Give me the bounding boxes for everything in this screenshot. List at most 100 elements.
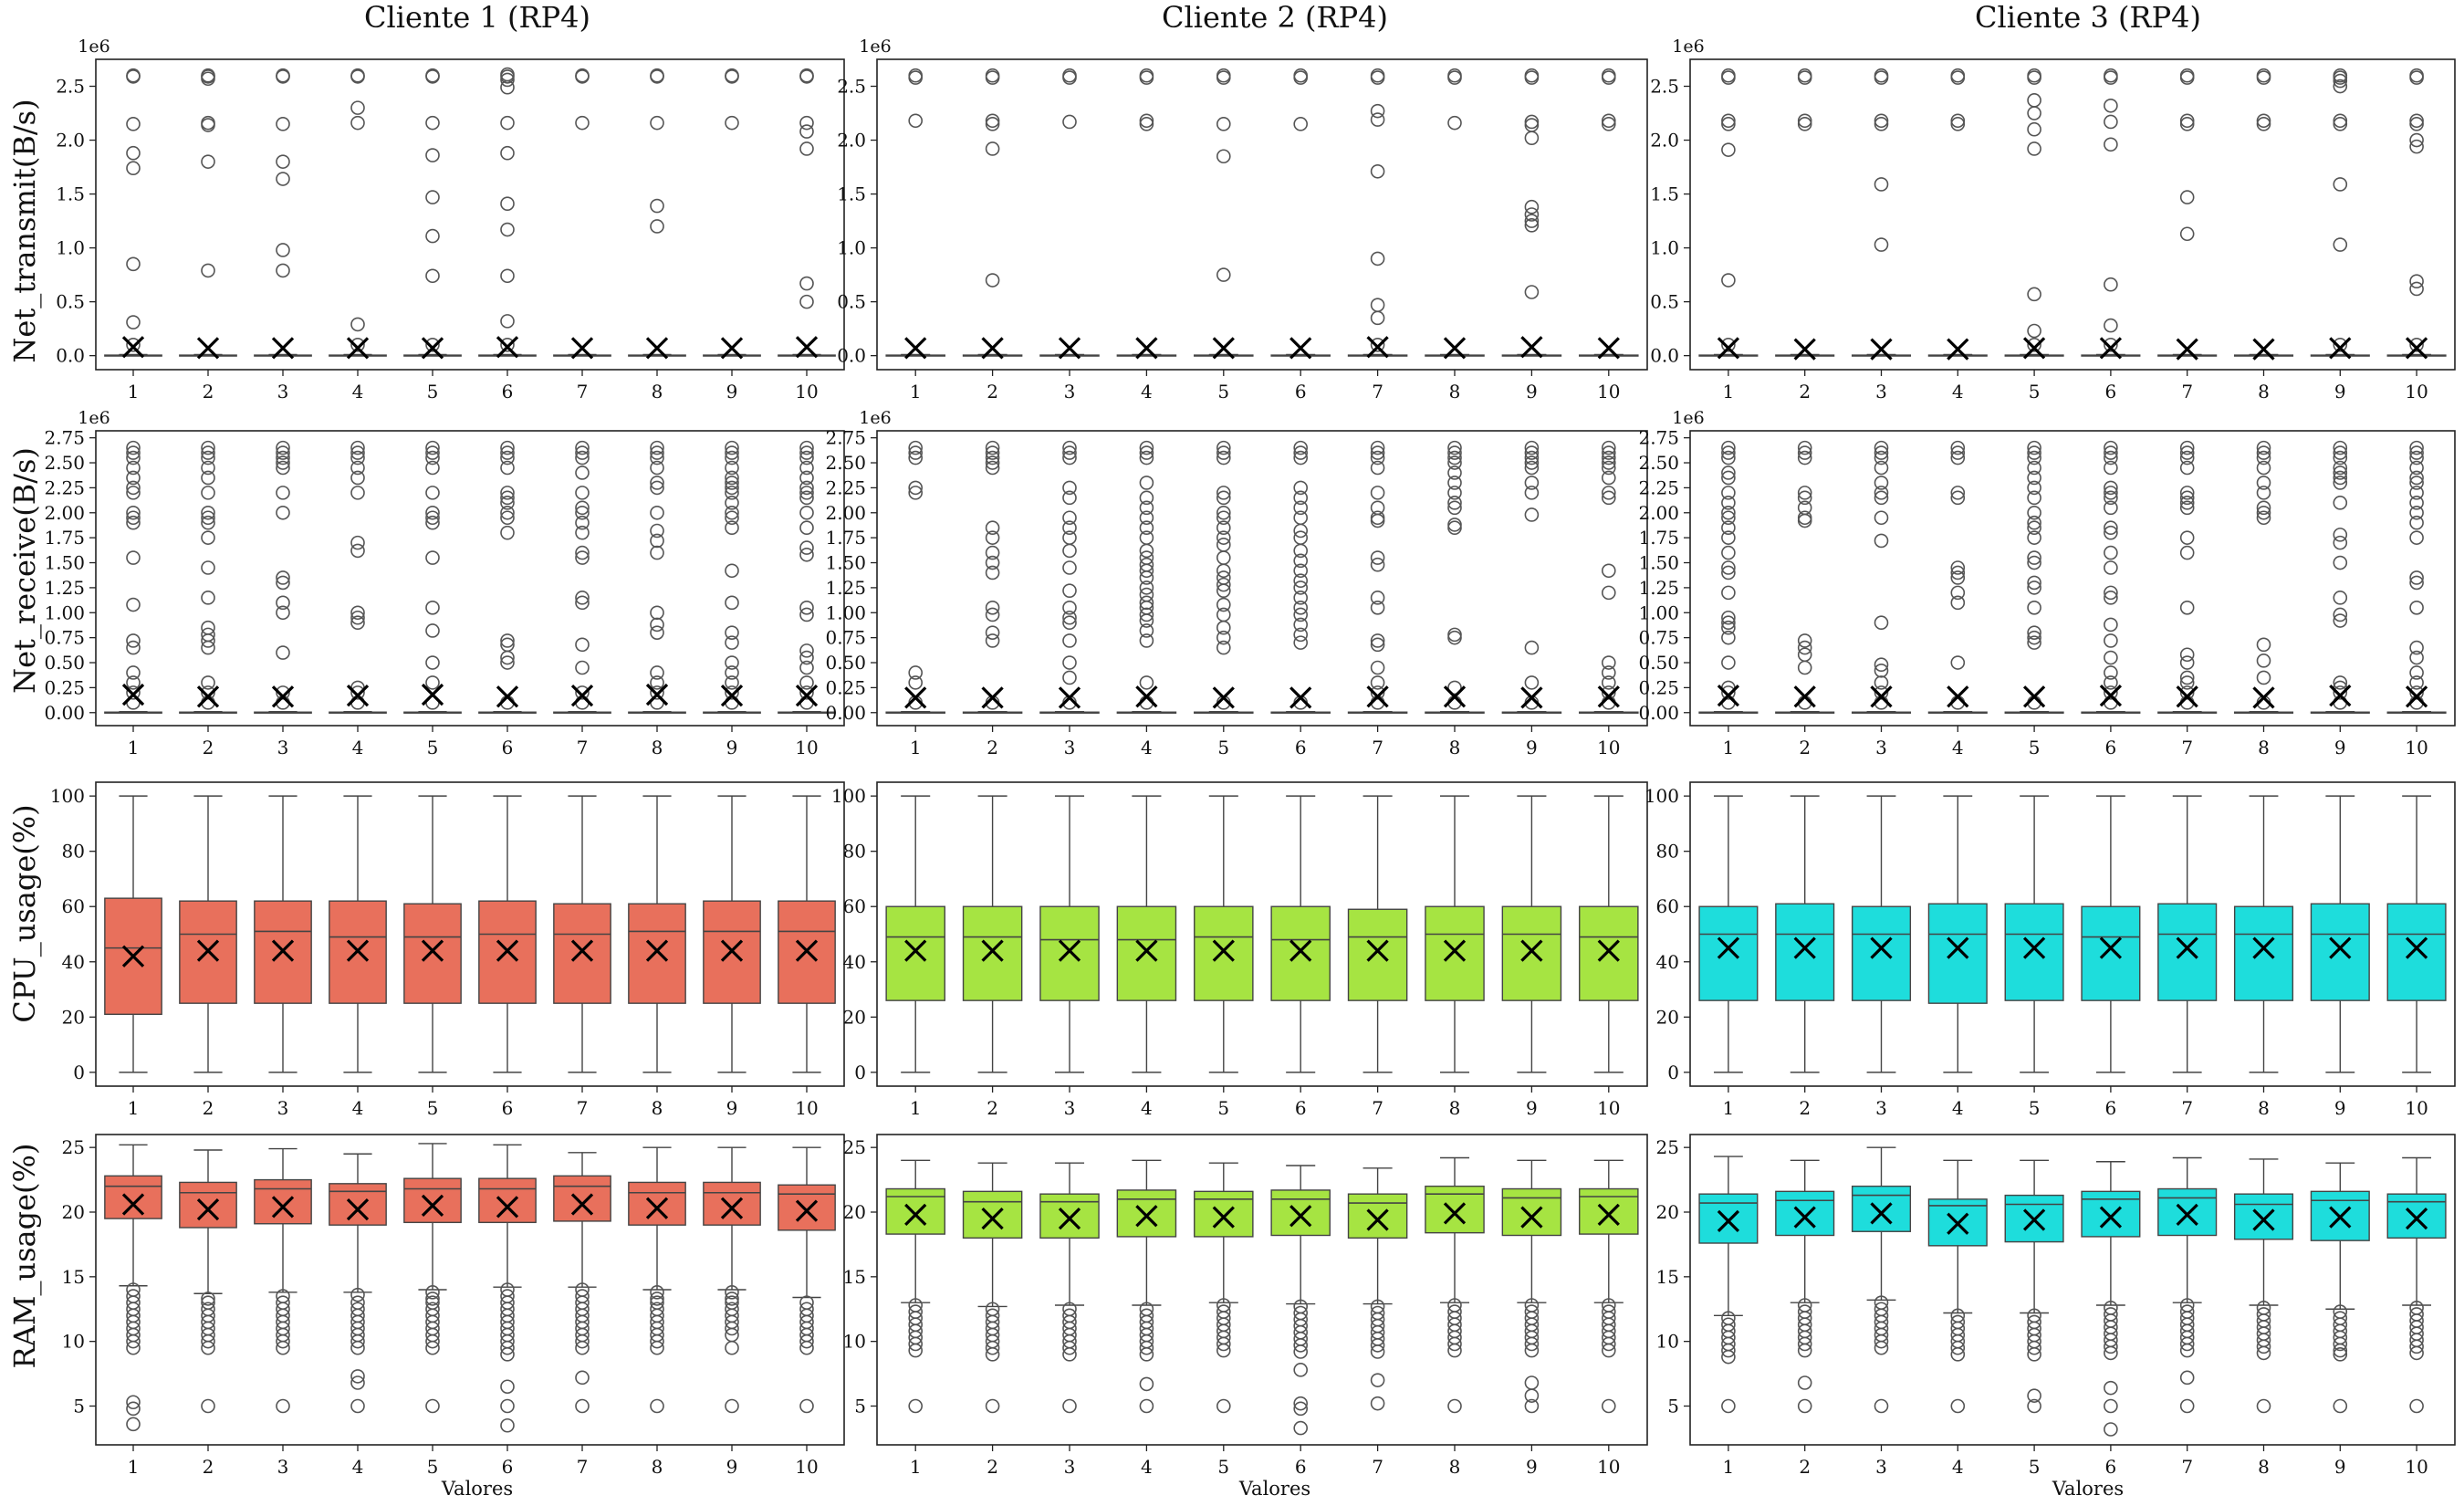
outlier-point xyxy=(2179,675,2195,690)
iqr-box xyxy=(628,903,686,1004)
outlier-point xyxy=(126,675,141,690)
x-tick-label: 5 xyxy=(2029,1456,2041,1478)
outlier-point xyxy=(2256,500,2271,516)
outlier-point xyxy=(725,445,739,460)
y-tick-label: 2.25 xyxy=(44,476,85,498)
x-tick-label: 6 xyxy=(502,737,514,758)
outlier-point xyxy=(201,1340,215,1355)
outlier-point xyxy=(2104,520,2118,536)
mean-marker xyxy=(1135,337,1158,360)
x-tick-label: 4 xyxy=(1141,1097,1153,1119)
outlier-point xyxy=(575,660,590,675)
outlier-point xyxy=(276,440,290,455)
outlier-point xyxy=(2179,113,2195,129)
outlier-point xyxy=(799,1398,814,1414)
outlier-point xyxy=(1721,545,1736,560)
mean-marker xyxy=(645,1197,669,1219)
outlier-point xyxy=(500,486,515,500)
box-3 xyxy=(1851,1146,1912,1414)
y-tick-label: 0.75 xyxy=(825,627,866,649)
box-5 xyxy=(403,795,462,1073)
mean-marker xyxy=(2176,685,2198,708)
x-tick-label: 3 xyxy=(1064,1097,1076,1119)
x-tick-label: 3 xyxy=(277,1097,289,1119)
outlier-point xyxy=(1602,585,1616,601)
mean-marker xyxy=(1366,685,1389,708)
outlier-point xyxy=(350,610,365,625)
row-ylabel-3: CPU_usage(%) xyxy=(7,804,42,1022)
outlier-point xyxy=(1721,1349,1736,1365)
outlier-point xyxy=(276,1340,290,1355)
mean-marker xyxy=(904,939,927,962)
outlier-point xyxy=(799,124,814,139)
mean-marker xyxy=(421,683,444,706)
y-tick-label: 0 xyxy=(854,1062,866,1083)
outlier-point xyxy=(1370,600,1385,615)
outlier-point xyxy=(650,480,664,496)
x-tick-label: 5 xyxy=(427,737,439,758)
outlier-point xyxy=(1293,1401,1308,1417)
outlier-point xyxy=(2256,450,2271,465)
outlier-point xyxy=(1216,640,1231,655)
box-2 xyxy=(179,68,237,360)
outlier-point xyxy=(1216,486,1231,500)
outlier-point xyxy=(201,450,215,465)
panel-r2-c2: 0.00 0.250.50 0.75 1.001.25 1.50 1.75 2.00 2.25… xyxy=(825,408,1648,758)
outlier-point xyxy=(2179,530,2195,545)
mean-marker xyxy=(720,939,744,962)
outlier-point xyxy=(126,1401,141,1417)
outlier-point xyxy=(1370,103,1385,119)
outlier-point xyxy=(1721,565,1736,580)
outlier-point xyxy=(985,520,1000,536)
iqr-box xyxy=(2233,905,2294,1001)
axes-frame xyxy=(876,430,1648,727)
outlier-point xyxy=(1874,177,1889,192)
outlier-point xyxy=(1721,505,1736,520)
iqr-box xyxy=(553,1175,611,1222)
outlier-point xyxy=(799,1333,814,1349)
outlier-point xyxy=(500,1398,515,1414)
y-tick-label: 2.75 xyxy=(825,427,866,449)
iqr-box xyxy=(329,1183,387,1226)
outlier-point xyxy=(276,243,290,257)
iqr-box xyxy=(778,1184,836,1231)
outlier-point xyxy=(1797,640,1812,655)
outlier-point xyxy=(425,460,440,476)
outlier-point xyxy=(350,1333,365,1349)
outlier-point xyxy=(725,595,739,611)
mean-marker xyxy=(2022,936,2046,959)
panel-r3-c1: 0 20 40 60 80 100 1 2 3 4 5 6 7 8 9 10 xyxy=(50,781,845,1119)
y-tick-label: 1.5 xyxy=(837,183,866,205)
outlier-point xyxy=(725,68,739,83)
outlier-point xyxy=(908,675,924,690)
axes-frame xyxy=(95,430,845,727)
outlier-point xyxy=(1370,460,1385,476)
outlier-point xyxy=(799,115,814,131)
outlier-point xyxy=(1139,450,1154,465)
outlier-point xyxy=(1370,513,1385,528)
x-tick-label: 10 xyxy=(2405,381,2427,403)
outlier-point xyxy=(276,486,290,500)
iqr-box xyxy=(1851,1185,1912,1232)
outlier-point xyxy=(1874,445,1889,460)
outlier-point xyxy=(725,625,739,640)
box-9 xyxy=(703,1146,761,1414)
outlier-point xyxy=(575,515,590,530)
outlier-point xyxy=(2179,190,2195,204)
outlier-point xyxy=(1370,338,1385,352)
box-2 xyxy=(962,795,1023,1073)
iqr-box xyxy=(1039,905,1100,1001)
box-9 xyxy=(2310,1162,2370,1414)
outlier-point xyxy=(985,625,1000,640)
mean-marker xyxy=(2176,338,2198,361)
outlier-point xyxy=(2104,450,2118,465)
outlier-point xyxy=(1874,675,1889,690)
mean-marker xyxy=(1520,686,1543,709)
outlier-point xyxy=(201,505,215,520)
outlier-point xyxy=(2104,98,2118,113)
y-tick-label: 0.25 xyxy=(825,676,866,698)
outlier-point xyxy=(201,591,215,605)
x-tick-label: 10 xyxy=(1597,1097,1620,1119)
axes-frame xyxy=(1689,1134,2456,1446)
mean-marker xyxy=(271,939,295,962)
